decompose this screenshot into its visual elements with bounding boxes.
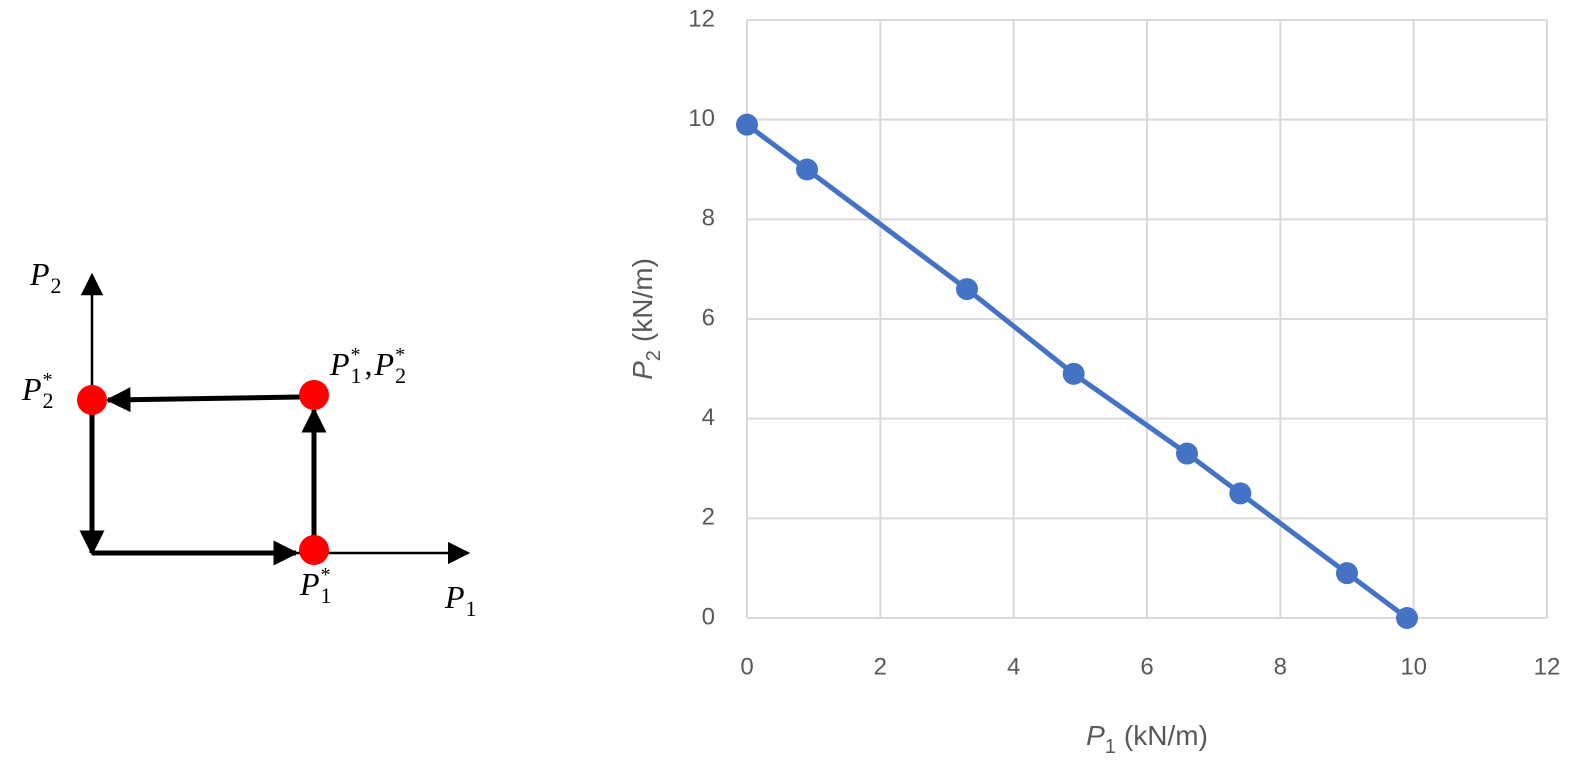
- point: [299, 380, 329, 410]
- superscript: *: [351, 344, 361, 366]
- data-point: [1396, 607, 1418, 629]
- symbol-base: P: [444, 579, 465, 615]
- x-tick-label: 4: [1007, 653, 1020, 680]
- series-line: [745, 122, 1409, 621]
- subscript: 2: [395, 363, 406, 388]
- axis-label: P1 (kN/m): [1086, 720, 1208, 758]
- data-point: [956, 278, 978, 301]
- axis-label-text: P1 (kN/m): [1086, 720, 1208, 758]
- symbol-base: P: [329, 346, 350, 382]
- subscript: 1: [351, 363, 362, 388]
- y-tick-label: 4: [702, 404, 715, 431]
- diagram: [77, 272, 471, 566]
- y-tick-label: 2: [702, 504, 715, 531]
- x-tick-label: 2: [874, 653, 887, 680]
- axis-unit: (kN/m): [627, 258, 658, 342]
- axis-label-text: P2 (kN/m): [627, 258, 665, 380]
- symbol-base: P: [299, 566, 320, 602]
- subscript: 1: [466, 596, 477, 621]
- subscript: 2: [51, 273, 62, 298]
- point: [299, 535, 329, 565]
- subscript: 2: [43, 388, 54, 413]
- arrow: [105, 387, 301, 413]
- y-tick-label: 6: [702, 304, 715, 331]
- x-tick-label: 6: [1140, 653, 1153, 680]
- axis-subscript: 2: [643, 350, 665, 361]
- axis-symbol: P: [1086, 720, 1105, 751]
- symbol-base: P: [29, 256, 50, 292]
- data-point: [1062, 362, 1085, 385]
- point: [77, 385, 107, 415]
- axis-symbol: P: [627, 361, 658, 380]
- y-tick-label: 12: [688, 5, 715, 32]
- axis-subscript: 1: [1105, 736, 1116, 758]
- data-point: [1336, 562, 1358, 585]
- symbol-base: P: [374, 346, 395, 382]
- y-tick-label: 10: [688, 105, 715, 132]
- data-point: [796, 158, 818, 181]
- data-point: [736, 113, 758, 136]
- axis-label: P2 (kN/m): [627, 258, 665, 380]
- subscript: 1: [321, 583, 332, 608]
- superscript: *: [321, 564, 331, 586]
- superscript: *: [43, 369, 53, 391]
- superscript: *: [395, 344, 405, 366]
- separator: ,: [365, 346, 373, 382]
- axis-unit: (kN/m): [1124, 720, 1208, 751]
- symbol-base: P: [21, 371, 42, 407]
- x-tick-label: 0: [740, 653, 753, 680]
- y-tick-label: 0: [702, 603, 715, 630]
- x-tick-label: 10: [1400, 653, 1427, 680]
- y-tick-label: 8: [702, 205, 715, 232]
- x-tick-label: 12: [1534, 653, 1561, 680]
- data-point: [1176, 442, 1198, 465]
- data-point: [1229, 482, 1252, 505]
- x-tick-label: 8: [1274, 653, 1287, 680]
